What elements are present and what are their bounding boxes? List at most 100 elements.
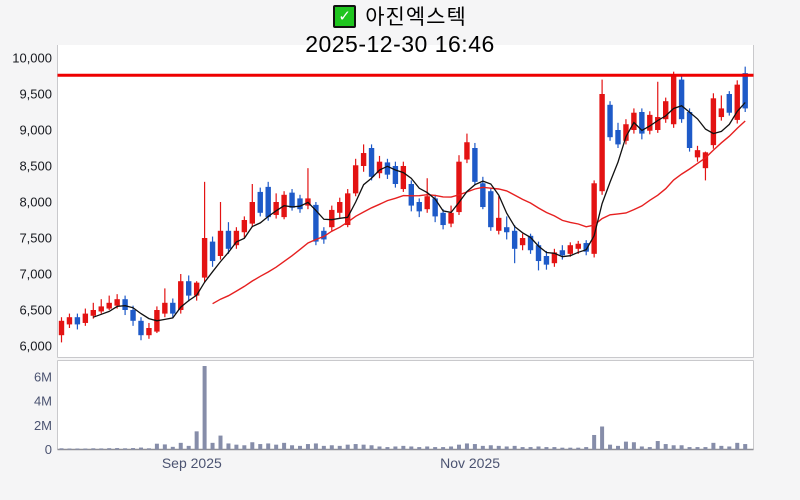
candle-body (209, 241, 216, 262)
candle-body (543, 256, 550, 265)
candle-body (496, 217, 502, 231)
volume-bar (123, 448, 128, 450)
candle-body (337, 202, 343, 213)
candle-body (416, 202, 422, 212)
candle-body (408, 184, 414, 206)
volume-pane (57, 360, 754, 450)
candle-body (138, 320, 144, 336)
stock-title: 아진엑스텍 (365, 6, 467, 29)
volume-bar (67, 448, 72, 450)
axis-tick-label: 4M (34, 394, 52, 409)
volume-bar (242, 445, 247, 450)
candle-body (694, 150, 701, 158)
volume-bar (162, 444, 167, 450)
volume-bar (83, 448, 88, 450)
volume-bar (234, 444, 239, 450)
candle-body (591, 183, 597, 254)
candle-body (718, 108, 725, 118)
candle-body (488, 191, 494, 228)
checkbox-icon[interactable]: ✓ (333, 4, 357, 28)
candle-body (742, 73, 748, 109)
volume-bar (655, 441, 660, 450)
axis-tick-label: 8,500 (19, 159, 52, 174)
candle-body (607, 104, 613, 138)
volume-bar (298, 445, 302, 450)
axis-tick-label: 6,500 (19, 303, 52, 318)
volume-bar (576, 447, 581, 450)
candle-body (623, 124, 629, 141)
volume-bar (616, 445, 620, 450)
volume-bar (504, 446, 509, 450)
volume-bar (735, 442, 740, 450)
candle-body (686, 112, 693, 148)
candle-body (257, 191, 263, 213)
volume-bar (496, 445, 501, 450)
volume-bar (488, 445, 493, 450)
volume-bar (623, 441, 628, 450)
volume-bar (703, 447, 708, 450)
candle-body (368, 148, 375, 177)
candle-body (440, 212, 446, 226)
volume-bar (464, 443, 469, 450)
candle-body (710, 98, 717, 146)
candle-body (90, 310, 96, 316)
volume-bar (107, 448, 112, 450)
volume-bar (218, 435, 223, 450)
candle-body (289, 192, 295, 208)
volume-bar (457, 444, 461, 450)
chart-panes (57, 45, 754, 450)
candle-body (74, 317, 81, 325)
candle-body (678, 79, 685, 120)
candle-body (360, 153, 367, 166)
x-axis-labels: Sep 2025 Nov 2025 (162, 455, 500, 471)
axis-tick-label: 8,000 (19, 195, 52, 210)
volume-bar (671, 445, 676, 450)
candle-body (670, 76, 677, 125)
volume-bar (409, 446, 414, 450)
volume-bar (305, 444, 310, 450)
volume-bar (544, 447, 549, 450)
candle-body (615, 130, 621, 145)
candle-body (472, 148, 478, 182)
volume-bar (274, 444, 279, 450)
candle-body (249, 202, 255, 224)
axis-tick-label: 7,500 (19, 231, 52, 246)
candle-body (66, 317, 73, 325)
candle-body (114, 299, 120, 306)
candle-body (233, 230, 240, 246)
volume-bar (401, 445, 406, 450)
candle-body (321, 230, 327, 240)
volume-bar (115, 448, 120, 450)
volume-bar (250, 442, 255, 450)
volume-bar (639, 446, 644, 450)
axis-tick-label: Sep 2025 (162, 455, 222, 471)
volume-bar (592, 434, 597, 450)
candle-body (186, 281, 192, 296)
candle-body (663, 101, 669, 120)
chart-header: ✓ 아진엑스텍 2025-12-30 16:46 (0, 0, 800, 58)
volume-bar (417, 447, 422, 450)
volume-bar (154, 443, 159, 450)
volume-bar (608, 444, 613, 450)
candle-body (82, 313, 89, 323)
candle-body (98, 306, 104, 312)
volume-bar (695, 447, 700, 450)
volume-bar (512, 445, 517, 450)
candle-body (583, 243, 589, 252)
candle-body (122, 299, 128, 310)
volume-bar (631, 442, 636, 450)
volume-bar (449, 446, 454, 450)
volume-bar (146, 448, 151, 450)
candle-body (106, 302, 112, 309)
volume-bar (679, 445, 684, 450)
volume-bar (91, 448, 96, 450)
candle-body (655, 117, 661, 130)
volume-bar (210, 442, 215, 450)
volume-bar (687, 447, 692, 450)
volume-bar (75, 448, 80, 450)
candle-body (384, 162, 391, 175)
volume-bar (480, 445, 485, 450)
candle-body (456, 161, 462, 213)
candle-body (639, 112, 645, 134)
